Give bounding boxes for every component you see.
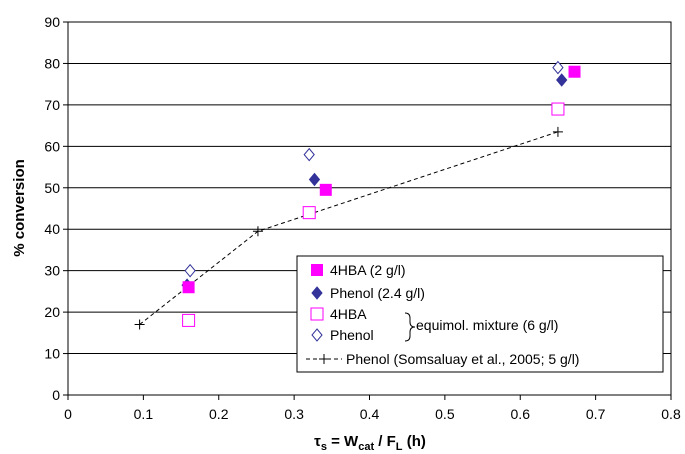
y-tick-label: 80 bbox=[44, 55, 60, 71]
data-point-series-0 bbox=[319, 183, 332, 196]
x-tick-label: 0.7 bbox=[586, 406, 606, 422]
data-point-series-2 bbox=[182, 313, 196, 327]
x-tick-label: 0.5 bbox=[435, 406, 455, 422]
legend-marker-4 bbox=[319, 354, 329, 364]
y-tick-label: 0 bbox=[52, 387, 60, 403]
x-tick-label: 0.2 bbox=[209, 406, 229, 422]
data-point-series-1 bbox=[308, 172, 321, 187]
x-tick-label: 0.1 bbox=[134, 406, 154, 422]
data-point-series-4 bbox=[134, 319, 145, 330]
data-point-series-1 bbox=[556, 73, 568, 87]
legend-box bbox=[296, 255, 664, 373]
legend-markers bbox=[306, 264, 342, 364]
legend: 4HBA (2 g/l) Phenol (2.4 g/l) 4HBA Pheno… bbox=[296, 255, 664, 373]
data-point-series-2 bbox=[302, 206, 316, 220]
x-tick-label: 0 bbox=[64, 406, 72, 422]
x-axis-title-eq: = W bbox=[327, 433, 359, 450]
legend-group-label: equimol. mixture (6 g/l) bbox=[416, 317, 558, 333]
y-tick-label: 10 bbox=[44, 346, 60, 362]
x-axis-title-w-sub: cat bbox=[358, 441, 374, 453]
x-axis-title-div: / F bbox=[374, 433, 396, 450]
y-tick-label: 40 bbox=[44, 221, 60, 237]
data-point-series-3 bbox=[552, 60, 564, 75]
x-axis-title-tau: τ bbox=[314, 433, 321, 450]
x-axis-title-f-sub: L bbox=[396, 441, 403, 453]
data-point-series-4 bbox=[552, 126, 563, 137]
data-point-series-0 bbox=[182, 281, 195, 294]
legend-label-4hba-mixture: 4HBA bbox=[330, 306, 367, 322]
legend-marker-2 bbox=[310, 307, 324, 321]
legend-marker-3 bbox=[311, 328, 323, 342]
y-tick-label: 20 bbox=[44, 304, 60, 320]
legend-brace bbox=[404, 312, 416, 342]
x-axis-title-unit: (h) bbox=[403, 433, 426, 450]
x-ticks: 0 0.1 0.2 0.3 0.4 0.5 0.6 0.7 0.8 bbox=[64, 395, 681, 422]
x-axis-title-tau-sub: s bbox=[321, 441, 327, 453]
data-point-series-3 bbox=[184, 263, 196, 278]
legend-label-phenol-mixture: Phenol bbox=[330, 327, 374, 343]
data-point-series-3 bbox=[303, 147, 315, 162]
legend-label-phenol-somsaluay: Phenol (Somsaluay et al., 2005; 5 g/l) bbox=[346, 351, 579, 367]
x-tick-label: 0.4 bbox=[360, 406, 380, 422]
data-point-series-0 bbox=[568, 65, 581, 78]
legend-label-4hba-2gl: 4HBA (2 g/l) bbox=[330, 262, 405, 278]
y-axis-title: % conversion bbox=[11, 159, 28, 257]
x-tick-label: 0.8 bbox=[661, 406, 681, 422]
y-tick-label: 70 bbox=[44, 97, 60, 113]
y-ticks: 0 10 20 30 40 50 60 70 80 90 bbox=[44, 14, 68, 403]
legend-label-phenol-2-4gl: Phenol (2.4 g/l) bbox=[330, 285, 425, 301]
x-axis-title: τs = Wcat / FL (h) bbox=[314, 433, 426, 453]
x-tick-label: 0.6 bbox=[511, 406, 531, 422]
data-point-series-4 bbox=[252, 226, 263, 237]
legend-marker-1 bbox=[311, 286, 323, 300]
y-tick-label: 90 bbox=[44, 14, 60, 30]
series-layer bbox=[134, 60, 581, 330]
x-tick-label: 0.3 bbox=[284, 406, 304, 422]
y-tick-label: 50 bbox=[44, 180, 60, 196]
legend-marker-0 bbox=[311, 264, 323, 276]
data-point-series-2 bbox=[551, 102, 565, 116]
y-tick-label: 30 bbox=[44, 263, 60, 279]
y-tick-label: 60 bbox=[44, 138, 60, 154]
